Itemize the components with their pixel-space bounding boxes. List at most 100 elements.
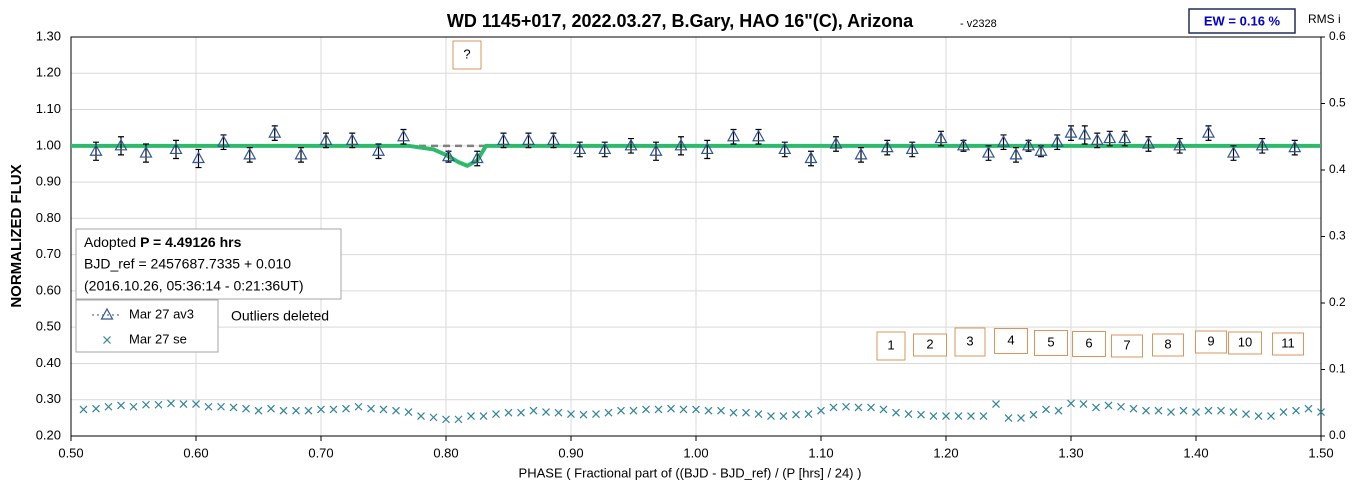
annotation-box [994,328,1028,354]
data-point [981,145,996,158]
data-point [729,408,738,417]
data-point [1279,408,1288,416]
data-point [1242,410,1250,418]
data-point [867,403,875,412]
data-point [304,406,313,415]
data-point [317,405,325,414]
annotation: 1 [887,337,894,352]
data-point [754,410,763,418]
data-point [342,404,350,413]
data-point [592,410,600,418]
data-point [1154,406,1163,415]
data-point [179,400,188,409]
plot-frame [70,36,1322,437]
data-point [142,400,150,409]
model-line [71,143,1321,168]
annotation-box [1195,330,1227,354]
data-point [1103,131,1117,144]
data-point [204,402,213,411]
data-point [1192,408,1200,416]
y-tick-label: 0.50 [36,319,61,334]
info-text: Adopted P = 4.49126 hrs [84,234,242,250]
y2-tick-label: 0.1 [1329,362,1346,376]
x-tick-label: 0.70 [308,445,333,460]
data-point [79,405,88,414]
data-point [1104,401,1113,410]
data-point [404,408,413,416]
data-point [642,405,650,414]
y2-tick-label: 0.3 [1329,229,1346,243]
x-tick-label: 1.20 [933,445,958,460]
data-point [829,136,843,149]
annotation-box [913,333,947,357]
annotation-box [1228,331,1262,355]
annotation-box [1111,334,1143,358]
annotation-box [954,327,986,357]
data-point [267,404,275,413]
data-point [573,142,587,155]
data-point [242,404,250,413]
data-point [1079,400,1088,409]
x-tick-label: 1.40 [1183,445,1208,460]
data-point [392,406,400,415]
annotation-box [1034,330,1068,356]
y-tick-label: 0.20 [36,427,61,442]
data-point [804,410,813,418]
data-point [1017,414,1025,422]
legend-marker [100,307,114,320]
data-point [779,412,788,420]
y-tick-label: 1.00 [36,137,61,152]
data-point [1078,127,1092,140]
y-tick-label: 1.10 [36,101,61,116]
data-point [956,138,971,151]
chart-title: WD 1145+017, 2022.03.27, B.Gary, HAO 16"… [447,11,914,31]
data-point [504,408,513,417]
x-tick-label: 1.10 [808,445,833,460]
data-point [319,133,333,145]
y-tick-label: 1.20 [36,65,61,80]
data-point [1034,144,1048,156]
annotation: 10 [1238,334,1252,349]
y-axis-label: NORMALIZED FLUX [8,164,25,307]
annotation: 4 [1007,332,1014,347]
y2-tick-label: 0.5 [1329,96,1346,110]
x-tick-label: 1.50 [1308,445,1333,460]
data-point [692,405,700,414]
x-tick-label: 1.00 [683,445,708,460]
legend-label: Mar 27 se [129,331,187,346]
data-point [829,403,838,412]
data-point [1009,147,1023,160]
data-point [139,145,153,158]
ew-box [1188,8,1296,34]
data-point [517,408,525,417]
annotation: ? [463,46,470,61]
data-point [1141,136,1156,149]
data-point [1067,399,1075,408]
data-point [1004,414,1013,422]
annotation-box [876,331,906,361]
data-point [917,410,925,419]
data-point [842,402,850,411]
data-point [1092,403,1100,412]
y-tick-label: 0.70 [36,246,61,261]
data-point [1254,412,1263,420]
y-tick-label: 0.80 [36,210,61,225]
annotation: 6 [1085,335,1092,350]
legend-marker [103,336,111,344]
y2-tick-label: 0.0 [1329,428,1346,442]
annotation-box [452,40,482,70]
data-point [192,400,200,409]
y-tick-label: 0.90 [36,174,61,189]
data-point [817,406,825,415]
data-point [329,405,338,414]
data-point [496,133,511,145]
data-point [726,129,741,142]
data-point [371,144,386,156]
data-point [674,138,688,151]
x-tick-label: 0.60 [183,445,208,460]
data-point [1029,410,1038,419]
data-point [742,408,750,417]
data-point [217,402,225,411]
data-point [467,412,475,420]
